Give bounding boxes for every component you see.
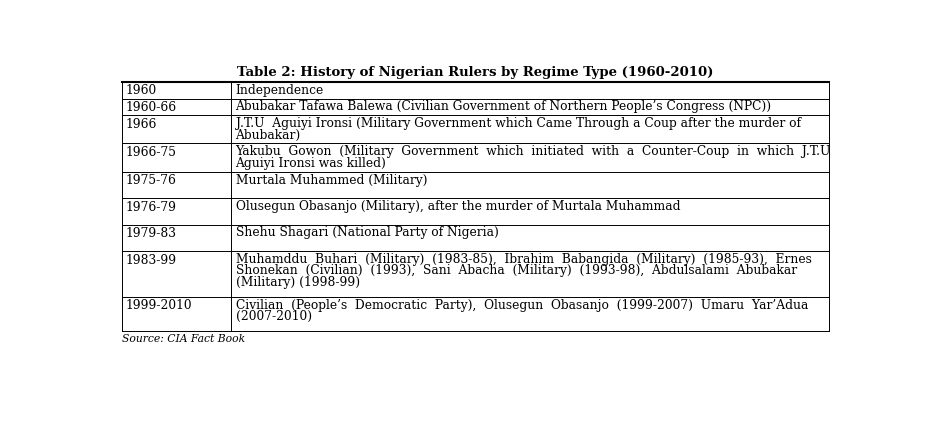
- Text: 1983-99: 1983-99: [126, 254, 177, 267]
- Text: J.T.U  Aguiyi Ironsi (Military Government which Came Through a Coup after the mu: J.T.U Aguiyi Ironsi (Military Government…: [235, 117, 801, 130]
- Text: 1960-66: 1960-66: [126, 101, 177, 114]
- Text: Olusegun Obasanjo (Military), after the murder of Murtala Muhammad: Olusegun Obasanjo (Military), after the …: [235, 200, 680, 213]
- Text: Independence: Independence: [235, 83, 324, 97]
- Text: Murtala Muhammed (Military): Murtala Muhammed (Military): [235, 173, 427, 186]
- Text: Aguiyi Ironsi was killed): Aguiyi Ironsi was killed): [235, 157, 387, 170]
- Text: 1966: 1966: [126, 118, 158, 131]
- Text: Table 2: History of Nigerian Rulers by Regime Type (1960-2010): Table 2: History of Nigerian Rulers by R…: [237, 66, 713, 79]
- Text: Abubakar Tafawa Balewa (Civilian Government of Northern People’s Congress (NPC)): Abubakar Tafawa Balewa (Civilian Governm…: [235, 100, 771, 113]
- Text: Yakubu  Gowon  (Military  Government  which  initiated  with  a  Counter-Coup  i: Yakubu Gowon (Military Government which …: [235, 145, 831, 158]
- Text: 1999-2010: 1999-2010: [126, 299, 193, 312]
- Text: 1960: 1960: [126, 84, 158, 97]
- Text: 1966-75: 1966-75: [126, 146, 177, 159]
- Text: Abubakar): Abubakar): [235, 128, 300, 141]
- Text: Muhamddu  Buhari  (Military)  (1983-85),  Ibrahim  Babangida  (Military)  (1985-: Muhamddu Buhari (Military) (1983-85), Ib…: [235, 253, 811, 266]
- Text: Source: CIA Fact Book: Source: CIA Fact Book: [121, 334, 245, 344]
- Text: (2007-2010): (2007-2010): [235, 310, 311, 323]
- Text: 1975-76: 1975-76: [126, 174, 177, 187]
- Text: 1979-83: 1979-83: [126, 227, 177, 240]
- Text: Shonekan  (Civilian)  (1993),  Sani  Abacha  (Military)  (1993-98),  Abdulsalami: Shonekan (Civilian) (1993), Sani Abacha …: [235, 264, 796, 277]
- Text: (Military) (1998-99): (Military) (1998-99): [235, 276, 360, 289]
- Text: Shehu Shagari (National Party of Nigeria): Shehu Shagari (National Party of Nigeria…: [235, 227, 499, 240]
- Text: Civilian  (People’s  Democratic  Party),  Olusegun  Obasanjo  (1999-2007)  Umaru: Civilian (People’s Democratic Party), Ol…: [235, 298, 808, 312]
- Text: 1976-79: 1976-79: [126, 201, 177, 214]
